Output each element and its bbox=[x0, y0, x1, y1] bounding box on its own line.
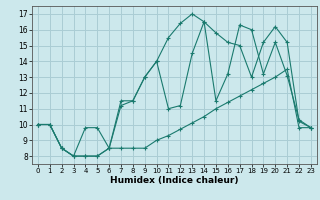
X-axis label: Humidex (Indice chaleur): Humidex (Indice chaleur) bbox=[110, 176, 239, 185]
